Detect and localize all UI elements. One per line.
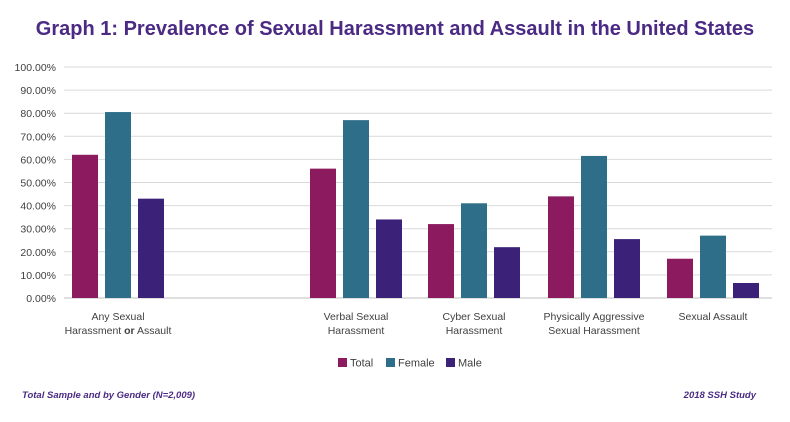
category-label: Sexual Harassment xyxy=(548,325,640,337)
y-tick-label: 0.00% xyxy=(26,293,56,305)
bar-female xyxy=(700,235,726,298)
y-tick-label: 50.00% xyxy=(20,178,56,190)
y-tick-label: 100.00% xyxy=(15,62,56,74)
bar-total xyxy=(667,258,693,298)
y-tick-label: 80.00% xyxy=(20,108,56,120)
legend-label-male: Male xyxy=(458,358,482,370)
bar-male xyxy=(614,239,640,298)
legend-label-total: Total xyxy=(350,358,373,370)
bar-female xyxy=(343,120,369,298)
chart-title: Graph 1: Prevalence of Sexual Harassment… xyxy=(35,18,755,40)
y-tick-label: 70.00% xyxy=(20,131,56,143)
bar-female xyxy=(105,112,131,298)
category-label: Verbal Sexual xyxy=(324,311,389,323)
y-tick-label: 90.00% xyxy=(20,85,56,97)
bar-male xyxy=(138,198,164,298)
bar-male xyxy=(376,219,402,298)
study-note: 2018 SSH Study xyxy=(683,390,756,401)
category-label: Any Sexual xyxy=(91,311,144,323)
bar-male xyxy=(733,282,759,298)
y-tick-label: 60.00% xyxy=(20,154,56,166)
legend-swatch-female xyxy=(386,358,395,367)
legend-swatch-total xyxy=(338,358,347,367)
bar-total xyxy=(428,224,454,298)
bar-total xyxy=(310,168,336,298)
category-label: Physically Aggressive xyxy=(544,311,645,323)
category-label: Harassment or Assault xyxy=(65,325,172,337)
bar-male xyxy=(494,247,520,298)
y-tick-label: 30.00% xyxy=(20,224,56,236)
y-tick-label: 10.00% xyxy=(20,270,56,282)
bar-total xyxy=(548,196,574,298)
y-tick-label: 40.00% xyxy=(20,201,56,213)
bar-female xyxy=(581,155,607,298)
bar-female xyxy=(461,203,487,298)
category-label: Cyber Sexual xyxy=(442,311,505,323)
category-label: Sexual Assault xyxy=(679,311,748,323)
category-label: Harassment xyxy=(446,325,503,337)
category-label: Harassment xyxy=(328,325,385,337)
legend-label-female: Female xyxy=(398,358,435,370)
bar-total xyxy=(72,154,98,298)
sample-note: Total Sample and by Gender (N=2,009) xyxy=(22,390,196,401)
legend-swatch-male xyxy=(446,358,455,367)
y-tick-label: 20.00% xyxy=(20,247,56,259)
